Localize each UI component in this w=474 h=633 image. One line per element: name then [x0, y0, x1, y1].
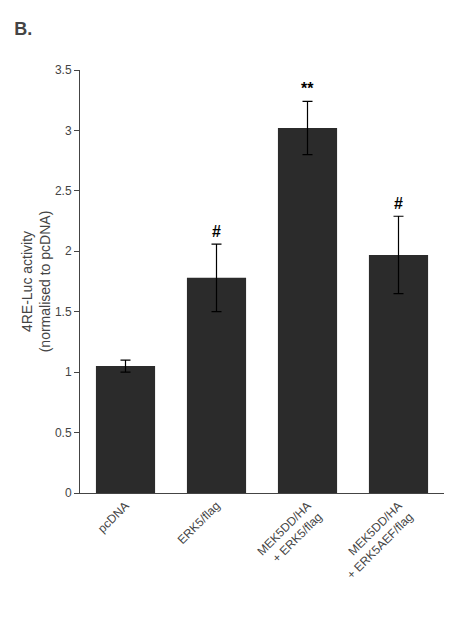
- svg-text:2: 2: [65, 244, 72, 258]
- svg-text:B.: B.: [14, 19, 32, 39]
- svg-text:pcDNA: pcDNA: [95, 499, 132, 536]
- svg-text:**: **: [301, 80, 314, 97]
- svg-text:MEK5DD/HA+ ERK5/flag: MEK5DD/HA+ ERK5/flag: [254, 499, 324, 569]
- svg-text:MEK5DD/HA+ ERK5AEF/flag: MEK5DD/HA+ ERK5AEF/flag: [333, 499, 416, 582]
- svg-text:0: 0: [65, 486, 72, 500]
- svg-text:1.5: 1.5: [55, 305, 72, 319]
- svg-text:3.5: 3.5: [55, 63, 72, 77]
- svg-text:ERK5/flag: ERK5/flag: [175, 499, 223, 547]
- svg-text:3: 3: [65, 124, 72, 138]
- svg-text:0.5: 0.5: [55, 426, 72, 440]
- svg-text:1: 1: [65, 365, 72, 379]
- svg-text:2.5: 2.5: [55, 184, 72, 198]
- svg-text:#: #: [394, 195, 403, 212]
- svg-text:4RE-Luc activity(normalised to: 4RE-Luc activity(normalised to pcDNA): [19, 211, 53, 353]
- svg-text:#: #: [212, 223, 221, 240]
